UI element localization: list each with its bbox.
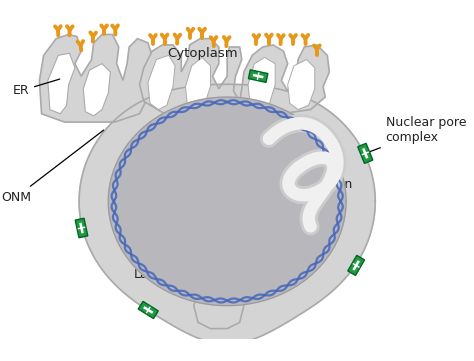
- Polygon shape: [48, 53, 75, 114]
- Text: Lamina: Lamina: [133, 268, 179, 281]
- Polygon shape: [75, 218, 88, 238]
- Polygon shape: [185, 57, 210, 112]
- Polygon shape: [288, 60, 315, 110]
- Polygon shape: [83, 64, 110, 116]
- Polygon shape: [148, 55, 175, 110]
- Text: INM: INM: [125, 158, 149, 177]
- Polygon shape: [39, 35, 152, 122]
- Polygon shape: [139, 39, 242, 114]
- Polygon shape: [358, 143, 373, 164]
- Polygon shape: [248, 57, 275, 110]
- Polygon shape: [240, 45, 329, 114]
- Polygon shape: [194, 289, 244, 329]
- Polygon shape: [248, 70, 268, 82]
- Text: ONM: ONM: [1, 130, 104, 204]
- Text: Nucleus: Nucleus: [156, 119, 215, 134]
- Polygon shape: [79, 84, 375, 344]
- Text: Nuclear pore
complex: Nuclear pore complex: [367, 117, 466, 153]
- Text: Chromatin: Chromatin: [288, 178, 353, 191]
- Polygon shape: [348, 255, 365, 275]
- Polygon shape: [108, 97, 346, 306]
- Text: Cytoplasm: Cytoplasm: [167, 47, 237, 60]
- Polygon shape: [138, 301, 158, 318]
- Text: ER: ER: [12, 79, 60, 97]
